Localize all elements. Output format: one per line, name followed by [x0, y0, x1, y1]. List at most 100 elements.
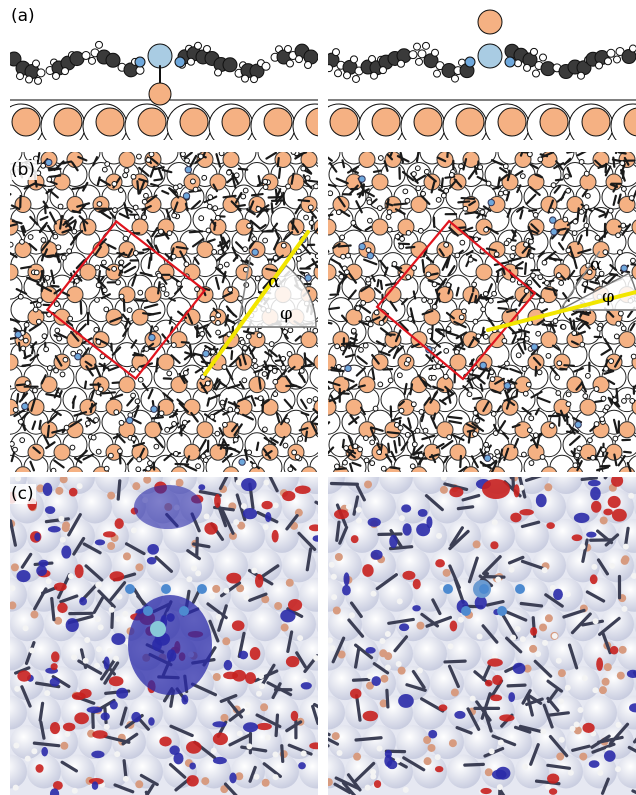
bond	[428, 453, 440, 459]
bond	[371, 274, 376, 283]
nitrogen-atom	[125, 416, 134, 425]
bond	[39, 720, 46, 740]
bond	[379, 279, 384, 291]
hydrogen-atom	[235, 479, 242, 486]
hydrogen-atom	[34, 76, 42, 85]
bond	[290, 172, 295, 185]
bond	[53, 288, 62, 295]
bond	[127, 248, 134, 258]
bond	[490, 159, 504, 166]
hydrogen-atom	[370, 590, 377, 597]
density-lobe	[290, 710, 299, 722]
hydrogen-atom	[205, 227, 212, 234]
bond	[106, 243, 117, 250]
density-lobe	[484, 679, 493, 687]
hydrogen-atom	[207, 194, 214, 201]
hydrogen-atom	[599, 416, 606, 423]
hydrogen-atom	[251, 357, 258, 364]
density-lobe	[508, 692, 516, 703]
hydrogen-atom	[430, 374, 437, 381]
density-lobe	[17, 670, 31, 682]
hydrogen-atom	[190, 565, 197, 572]
bond	[130, 339, 138, 349]
bond	[162, 392, 174, 402]
bond	[310, 414, 318, 424]
bond	[207, 393, 221, 401]
hydrogen-atom	[100, 259, 107, 266]
hydrogen-atom	[130, 173, 137, 180]
hydrogen-atom	[373, 309, 380, 316]
surface-atom-small	[143, 477, 152, 484]
substrate-sphere	[345, 518, 379, 553]
bond	[240, 259, 251, 265]
hydrogen-atom	[18, 418, 24, 425]
hydrogen-atom	[76, 483, 83, 490]
bond	[570, 427, 579, 433]
hydrogen-atom	[582, 393, 589, 400]
bond	[253, 669, 279, 683]
bond	[20, 411, 29, 421]
bond	[48, 211, 57, 225]
hydrogen-atom	[479, 209, 486, 216]
bond	[227, 401, 240, 408]
bond	[20, 552, 33, 569]
bond	[565, 413, 569, 426]
carbon-atom	[105, 52, 121, 68]
nitrogen-atom	[487, 198, 495, 207]
bond	[335, 390, 346, 400]
hydrogen-atom	[195, 463, 201, 470]
hydrogen-atom	[58, 515, 65, 522]
hydrogen-atom	[56, 335, 63, 342]
substrate-atom	[179, 107, 209, 137]
bond	[612, 418, 619, 434]
density-lobe	[181, 694, 189, 705]
hydrogen-atom	[244, 709, 251, 716]
bond	[235, 203, 246, 208]
hydrogen-atom	[578, 208, 585, 215]
bond	[487, 317, 495, 327]
hydrogen-atom	[313, 183, 318, 190]
density-lobe	[169, 745, 180, 755]
bond	[109, 393, 124, 400]
bond	[116, 252, 128, 257]
bond	[220, 581, 242, 598]
bond	[526, 693, 543, 705]
density-region	[134, 485, 202, 529]
hydrogen-atom	[417, 452, 424, 459]
hydrogen-atom	[525, 381, 532, 388]
hydrogen-atom	[334, 463, 340, 470]
bond	[468, 200, 477, 207]
bond	[376, 442, 382, 451]
hydrogen-atom	[223, 587, 230, 594]
hydrogen-atom	[19, 238, 25, 245]
lattice-direction	[559, 251, 601, 311]
hydrogen-atom	[577, 707, 584, 714]
density-lobe	[412, 578, 421, 590]
density-lobe	[44, 506, 56, 515]
bond	[298, 427, 309, 432]
bond	[262, 278, 273, 290]
density-lobe	[49, 788, 60, 795]
hydrogen-atom	[369, 460, 376, 467]
nitrogen-atom	[504, 56, 516, 68]
hydrogen-atom	[328, 190, 334, 197]
hydrogen-atom	[256, 690, 263, 697]
hydrogen-atom	[71, 654, 78, 661]
bond	[568, 423, 576, 435]
hydrogen-atom	[284, 45, 292, 54]
bond	[520, 520, 541, 529]
substrate-sphere	[299, 477, 318, 494]
bond	[92, 596, 105, 614]
bond	[482, 555, 502, 576]
nitrogen-atom	[358, 175, 366, 183]
bond	[300, 242, 311, 255]
bond	[47, 188, 59, 199]
hydrogen-atom	[284, 417, 290, 424]
bond	[435, 442, 445, 449]
bond	[383, 266, 389, 277]
hydrogen-atom	[445, 282, 452, 288]
bond	[354, 761, 376, 783]
hydrogen-atom	[454, 252, 461, 259]
hydrogen-atom	[586, 269, 593, 276]
bond	[185, 455, 191, 464]
